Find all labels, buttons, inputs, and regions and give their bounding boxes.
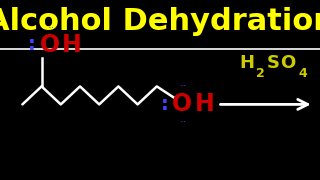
Text: ··: ··: [180, 81, 187, 91]
Text: :: :: [161, 95, 169, 114]
Text: Alcohol Dehydration: Alcohol Dehydration: [0, 7, 320, 36]
Text: :: :: [28, 35, 36, 55]
Text: H: H: [195, 92, 215, 116]
Text: O: O: [172, 92, 192, 116]
Text: 2: 2: [256, 67, 265, 80]
Text: H: H: [62, 33, 82, 57]
Text: O: O: [40, 33, 60, 57]
Text: O: O: [280, 54, 296, 72]
Text: ··: ··: [180, 117, 187, 127]
Text: S: S: [267, 54, 280, 72]
Text: H: H: [239, 54, 254, 72]
Text: 4: 4: [298, 67, 307, 80]
Text: ··: ··: [47, 23, 54, 33]
